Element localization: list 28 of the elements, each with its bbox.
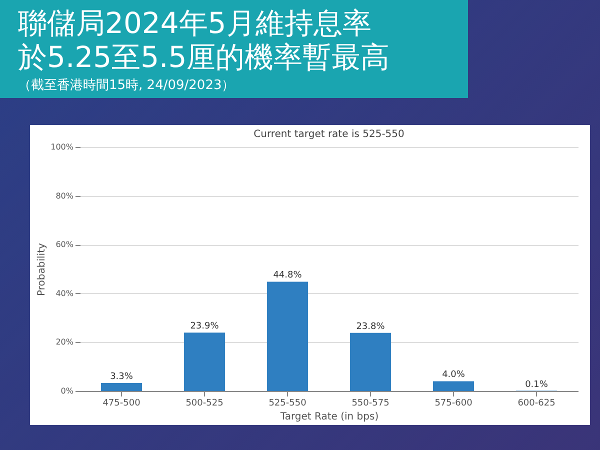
data-label: 3.3% [110,372,134,382]
x-tick-label: 600-625 [518,398,556,408]
x-tick-label: 550-575 [352,398,390,408]
x-axis-title: Target Rate (in bps) [279,412,379,422]
chart-title: 聯儲局2024年5月維持息率於5.25至5.5厘的機率暫最高 [18,6,391,74]
x-tick-label: 575-600 [434,398,473,408]
x-tick-label: 475-500 [102,398,141,408]
bar [100,382,142,391]
x-tick-label: 500-525 [186,398,224,408]
data-label: 23.8% [356,322,386,332]
y-axis-title: Probability [36,242,48,296]
y-tick-label: 100% [50,142,74,152]
y-tick-label: 80% [56,191,74,200]
y-tick-label: 40% [56,288,74,298]
chart-subtitle: Current target rate is 525-550 [254,129,404,140]
data-label: 4.0% [442,370,466,380]
text: （截至香港時間15時, 24/09/2023） [18,77,236,94]
x-tick-label: 525-550 [268,398,307,408]
bar [184,332,226,391]
data-label: 0.1% [525,380,548,390]
y-tick-label: 0% [60,386,74,396]
bar [432,381,474,391]
y-tick-label: 20% [56,338,74,347]
data-label: 23.9% [190,322,220,332]
y-tick-label: 60% [56,240,74,250]
bar [266,282,308,391]
data-label: 44.8% [273,270,302,281]
bar [350,332,392,391]
